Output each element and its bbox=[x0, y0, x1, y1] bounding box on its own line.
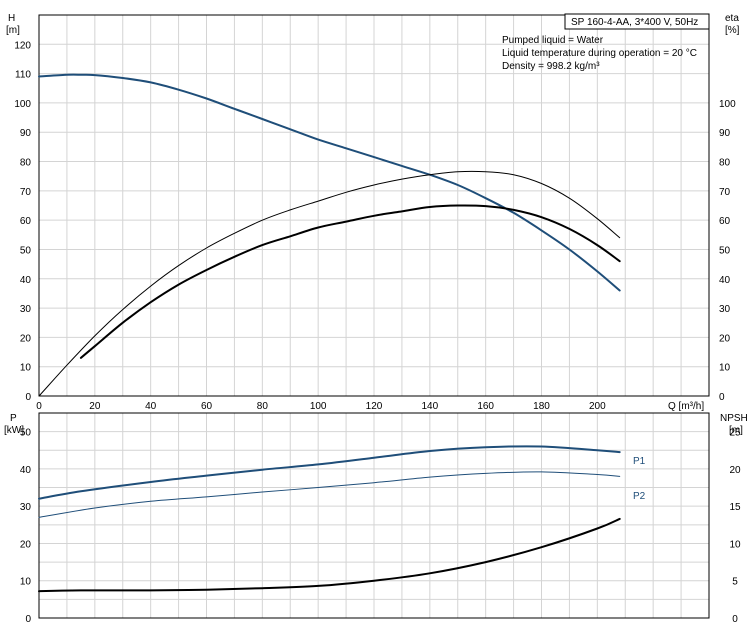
p-tick-label: 40 bbox=[20, 465, 32, 476]
eta-tick-label: 30 bbox=[719, 304, 731, 315]
x-tick-label: 40 bbox=[145, 401, 157, 412]
p2-series-label: P2 bbox=[633, 491, 646, 502]
h-tick-label: 70 bbox=[20, 187, 32, 198]
eta-tick-label: 40 bbox=[719, 275, 731, 286]
eta-tick-label: 20 bbox=[719, 333, 731, 344]
h-tick-label: 0 bbox=[25, 392, 31, 403]
x-tick-label: 120 bbox=[366, 401, 383, 412]
p-tick-label: 10 bbox=[20, 577, 32, 588]
p-axis-unit: [kW] bbox=[4, 425, 24, 436]
npsh-curve bbox=[38, 517, 621, 593]
q-axis-label: Q [m³/h] bbox=[668, 401, 704, 412]
npsh-axis-unit: [m] bbox=[729, 425, 743, 436]
x-tick-label: 200 bbox=[589, 401, 606, 412]
npsh-tick-label: 25 bbox=[729, 428, 741, 439]
eta-tick-label: 60 bbox=[719, 216, 731, 227]
h-axis-unit: [m] bbox=[6, 25, 20, 36]
upper-plot-frame bbox=[38, 14, 710, 397]
h-tick-label: 50 bbox=[20, 245, 32, 256]
h-tick-label: 40 bbox=[20, 275, 32, 286]
info-liquid-temperature: Liquid temperature during operation = 20… bbox=[502, 48, 697, 59]
x-tick-label: 160 bbox=[477, 401, 494, 412]
h-tick-label: 10 bbox=[20, 363, 32, 374]
x-tick-label: 140 bbox=[421, 401, 438, 412]
info-pumped-liquid: Pumped liquid = Water bbox=[502, 35, 604, 46]
h-tick-label: 120 bbox=[14, 40, 31, 51]
plot-frames bbox=[38, 14, 710, 619]
eta-tick-label: 50 bbox=[719, 245, 731, 256]
p-axis-label: P bbox=[10, 413, 17, 424]
h-tick-label: 110 bbox=[15, 70, 31, 81]
p-tick-label: 30 bbox=[20, 502, 32, 513]
title-box bbox=[564, 13, 710, 30]
eta-tick-label: 80 bbox=[719, 158, 731, 169]
p-tick-label: 0 bbox=[25, 614, 31, 625]
x-tick-label: 20 bbox=[89, 401, 101, 412]
h-tick-label: 20 bbox=[20, 333, 32, 344]
tick-labels: 0 20 40 60 80 100 120 140 160 180 2000102030405060… bbox=[14, 40, 741, 625]
p2-power-curve bbox=[38, 471, 621, 518]
h-tick-label: 90 bbox=[20, 128, 32, 139]
eta-tick-label: 90 bbox=[719, 128, 731, 139]
head-curve bbox=[38, 73, 621, 292]
grid-layer bbox=[39, 15, 709, 618]
h-tick-label: 80 bbox=[20, 158, 32, 169]
x-tick-label: 80 bbox=[257, 401, 269, 412]
series-layer bbox=[38, 73, 621, 593]
chart-title: SP 160-4-AA, 3*400 V, 50Hz bbox=[571, 17, 698, 28]
p-tick-label: 20 bbox=[20, 539, 32, 550]
npsh-tick-label: 0 bbox=[732, 614, 738, 625]
npsh-tick-label: 5 bbox=[732, 577, 738, 588]
eta-tick-label: 10 bbox=[719, 363, 731, 374]
info-density: Density = 998.2 kg/m³ bbox=[502, 61, 600, 72]
x-tick-label: 180 bbox=[533, 401, 550, 412]
eta-axis-label: eta bbox=[725, 13, 739, 24]
eta-tick-label: 0 bbox=[719, 392, 725, 403]
npsh-tick-label: 15 bbox=[729, 502, 741, 513]
eta-tick-label: 70 bbox=[719, 187, 731, 198]
eta-tick-label: 100 bbox=[719, 99, 736, 110]
total-efficiency-curve bbox=[79, 204, 621, 359]
h-tick-label: 100 bbox=[14, 99, 31, 110]
p-tick-label: 50 bbox=[20, 428, 32, 439]
npsh-tick-label: 20 bbox=[729, 465, 741, 476]
efficiency-curve bbox=[38, 170, 621, 397]
lower-plot-frame bbox=[38, 412, 710, 619]
npsh-tick-label: 10 bbox=[729, 539, 741, 550]
h-axis-label: H bbox=[8, 13, 15, 24]
p1-series-label: P1 bbox=[633, 456, 646, 467]
p1-power-curve bbox=[38, 445, 621, 500]
eta-axis-unit: [%] bbox=[725, 25, 740, 36]
h-tick-label: 30 bbox=[20, 304, 32, 315]
h-tick-label: 60 bbox=[20, 216, 32, 227]
npsh-axis-label: NPSH bbox=[720, 413, 748, 424]
x-tick-label: 100 bbox=[310, 401, 327, 412]
x-tick-label: 0 bbox=[36, 401, 42, 412]
x-tick-label: 60 bbox=[201, 401, 213, 412]
